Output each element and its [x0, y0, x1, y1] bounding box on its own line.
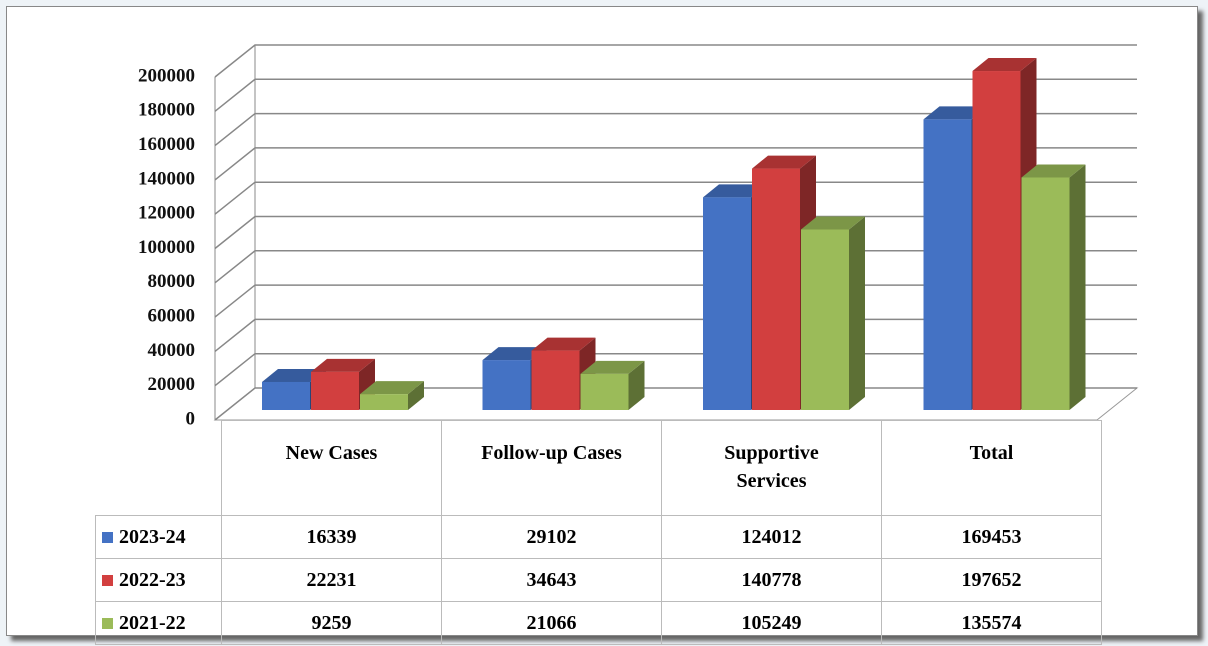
legend-label: 2021-22: [119, 611, 186, 634]
bar-side: [628, 360, 645, 410]
y-tick-label: 40000: [148, 340, 196, 361]
legend-label: 2023-24: [119, 525, 186, 548]
legend-cell: 2022-23: [95, 558, 222, 602]
y-tick-label: 100000: [138, 237, 195, 258]
corner: [96, 421, 222, 516]
y-tick-label: 60000: [148, 305, 196, 326]
bar-top: [360, 381, 424, 395]
y-tick-label: 80000: [148, 271, 196, 292]
value-label: 16339: [221, 515, 442, 559]
x-tick-label: New Cases: [285, 442, 378, 464]
bar: [801, 216, 865, 410]
value-label: 105249: [661, 601, 882, 645]
value-label: 34643: [441, 558, 662, 602]
legend-cell: 2023-24: [95, 515, 222, 559]
bar-top: [482, 347, 547, 361]
bar-side: [1069, 164, 1086, 410]
bar-front: [360, 394, 408, 410]
bar-front: [311, 371, 359, 410]
bar-side: [849, 216, 865, 410]
value-label: 29102: [441, 515, 662, 559]
bar-front: [580, 373, 629, 410]
header-cell: Total: [881, 420, 1102, 516]
legend-cell: 2021-22: [95, 601, 222, 645]
bar-top: [1021, 164, 1086, 178]
bar: [1021, 164, 1086, 410]
legend-swatch: [102, 617, 113, 629]
bar-side: [408, 381, 424, 410]
header-row: New Cases Follow-up Cases Supportive Servi…: [96, 420, 1102, 516]
legend-label: 2022-23: [119, 568, 186, 591]
y-tick-label: 0: [186, 408, 196, 429]
value-label: 169453: [881, 515, 1102, 559]
header-cell: New Cases: [221, 420, 442, 516]
bar-top: [531, 337, 596, 351]
bar-front: [1021, 177, 1070, 410]
bar-front: [972, 71, 1021, 410]
y-tick-label: 20000: [148, 374, 196, 395]
bar-top: [972, 58, 1037, 72]
data-table: New Cases Follow-up Cases Supportive Servi…: [95, 420, 1102, 645]
bar-top: [580, 360, 645, 374]
legend-swatch: [102, 531, 113, 543]
bar-front: [923, 119, 972, 410]
y-tick-label: 200000: [138, 65, 195, 86]
bar-front: [752, 168, 800, 410]
x-tick-label: Supportive Services: [724, 442, 819, 492]
bar-top: [703, 184, 767, 198]
bar-top: [923, 106, 988, 120]
x-tick-label: Follow-up Cases: [481, 442, 622, 464]
row: 2021-22 9259 21066 105249 135574: [95, 601, 1102, 645]
row: 2022-23 22231 34643 140778 197652: [95, 558, 1102, 602]
bar-top: [311, 358, 375, 372]
y-tick-label: 140000: [138, 168, 195, 189]
y-tick-label: 160000: [138, 134, 195, 155]
row: 2023-24 16339 29102 124012 169453: [95, 515, 1102, 559]
value-label: 197652: [881, 558, 1102, 602]
bar-top: [801, 216, 865, 230]
bar-top: [752, 155, 816, 169]
legend-swatch: [102, 574, 113, 586]
x-tick-label: Total: [969, 442, 1014, 464]
value-label: 124012: [661, 515, 882, 559]
bar-top: [262, 368, 326, 382]
bar: [580, 360, 645, 410]
bar: [360, 381, 424, 410]
header-cell: Supportive Services: [661, 420, 882, 516]
bar-front: [262, 381, 310, 410]
value-label: 21066: [441, 601, 662, 645]
bar-front: [801, 229, 849, 410]
bar-front: [482, 360, 531, 410]
value-label: 22231: [221, 558, 442, 602]
header-cell: Follow-up Cases: [441, 420, 662, 516]
bar-front: [703, 197, 751, 410]
y-tick-label: 120000: [138, 203, 195, 224]
value-label: 9259: [221, 601, 442, 645]
value-label: 135574: [881, 601, 1102, 645]
value-label: 140778: [661, 558, 882, 602]
y-tick-label: 180000: [138, 100, 195, 121]
bar-front: [531, 350, 580, 410]
